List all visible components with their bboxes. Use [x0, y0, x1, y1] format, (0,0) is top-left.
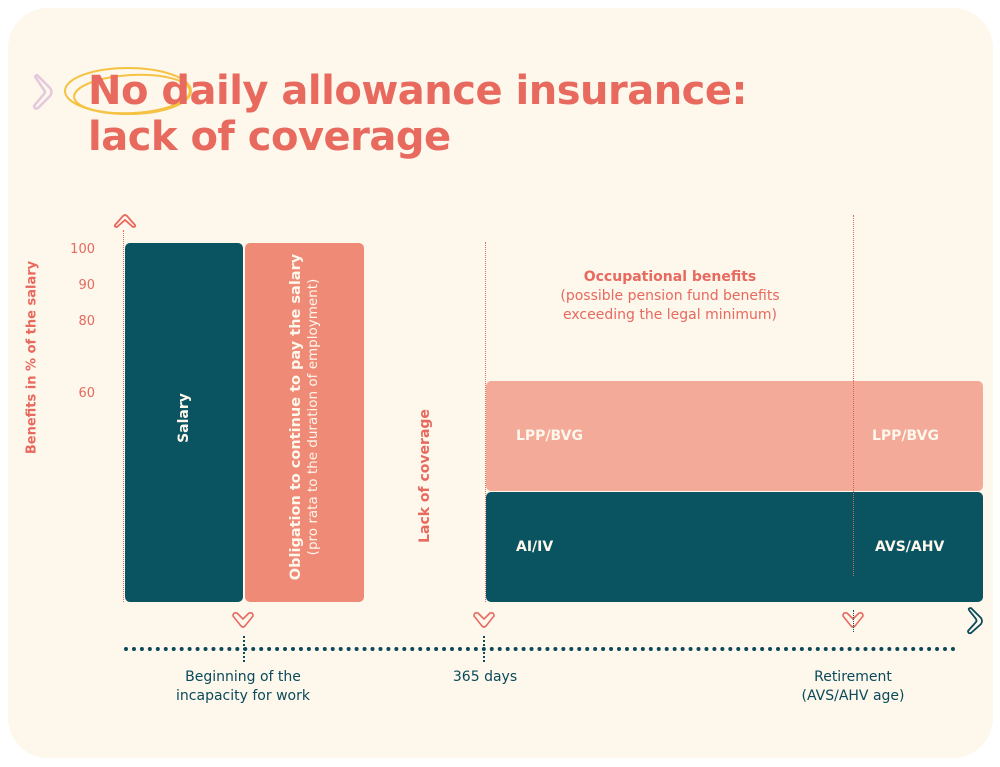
avs-ahv-label: AVS/AHV [875, 539, 945, 555]
heart-chevron-down-icon [232, 612, 254, 628]
occupational-title: Occupational benefits [583, 269, 757, 285]
x-axis-line [124, 647, 956, 651]
occupational-benefits-note: Occupational benefits (possible pension … [510, 268, 830, 325]
page-title: No daily allowance insurance: lack of co… [88, 68, 748, 160]
lpp-bvg-bar [486, 381, 983, 491]
retirement-bar-divider [853, 381, 854, 576]
occupational-sub-2: exceeding the legal minimum) [563, 307, 777, 323]
y-axis-line [123, 230, 124, 602]
title-line-2: lack of coverage [88, 114, 451, 160]
state-pension-bar [486, 492, 983, 602]
milestone-retirement-label: Retirement (AVS/AHV age) [773, 668, 933, 706]
obligation-label: Obligation to continue to pay the salary… [288, 237, 322, 597]
lpp-bvg-left-label: LPP/BVG [516, 428, 583, 444]
ai-iv-label: AI/IV [516, 539, 554, 555]
heart-chevron-down-icon [473, 612, 495, 628]
y-tick-60: 60 [78, 386, 95, 401]
tick-start [243, 636, 245, 662]
day-365-guide-line [485, 242, 486, 602]
obligation-subtitle: (pro rata to the duration of employment) [305, 278, 321, 556]
obligation-title: Obligation to continue to pay the salary [288, 253, 304, 581]
chevron-up-icon [113, 214, 137, 228]
y-axis-label: Benefits in % of the salary [24, 260, 40, 455]
highlight-scribble [64, 67, 192, 115]
chevron-right-icon [967, 607, 983, 635]
milestone-retirement-line-1: Retirement [814, 669, 892, 685]
tick-365 [483, 636, 485, 662]
milestone-365-label: 365 days [452, 669, 518, 685]
y-tick-80: 80 [78, 314, 95, 329]
chevron-right-icon [32, 73, 53, 110]
heart-chevron-down-icon [842, 612, 864, 628]
y-tick-90: 90 [78, 278, 95, 293]
occupational-sub-1: (possible pension fund benefits [560, 288, 780, 304]
tick-retirement [853, 610, 854, 632]
milestone-start-line-2: incapacity for work [176, 688, 310, 704]
milestone-start-line-1: Beginning of the [185, 669, 301, 685]
title-line-1: No daily allowance insurance: [88, 68, 748, 114]
milestone-start-label: Beginning of the incapacity for work [143, 668, 343, 706]
salary-label: Salary [176, 393, 192, 443]
y-tick-100: 100 [70, 242, 95, 257]
lpp-bvg-right-label: LPP/BVG [872, 428, 939, 444]
milestone-retirement-line-2: (AVS/AHV age) [801, 688, 905, 704]
salary-bar [125, 243, 243, 602]
lack-of-coverage-label: Lack of coverage [417, 409, 433, 543]
obligation-bar [245, 243, 364, 602]
